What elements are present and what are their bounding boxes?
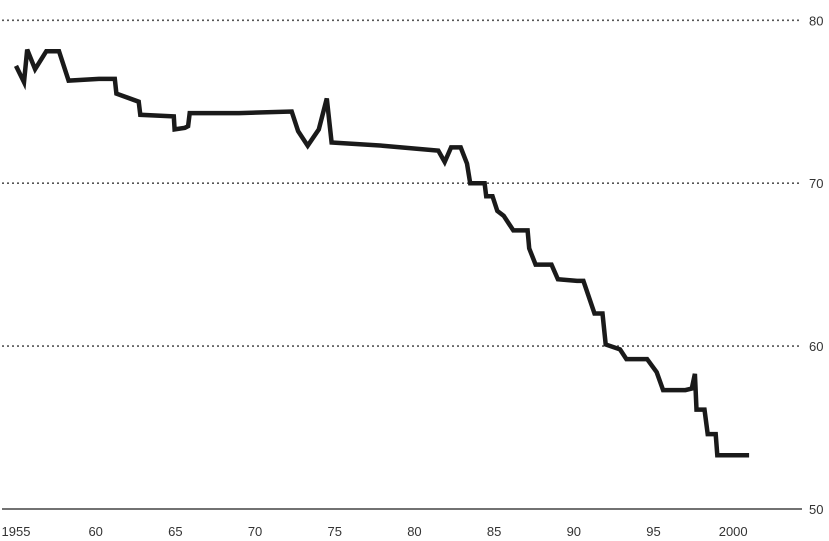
x-tick-label: 95 bbox=[646, 524, 660, 539]
x-tick-label: 75 bbox=[328, 524, 342, 539]
y-tick-label: 70 bbox=[809, 176, 823, 191]
x-tick-labels: 1955 60 65 70 75 80 85 90 95 2000 bbox=[2, 524, 748, 539]
y-tick-label: 80 bbox=[809, 13, 823, 28]
y-tick-label: 60 bbox=[809, 339, 823, 354]
x-tick-label: 80 bbox=[407, 524, 421, 539]
x-tick-label: 65 bbox=[168, 524, 182, 539]
grid-lines bbox=[2, 19, 802, 347]
series-lines bbox=[13, 48, 750, 458]
series-line bbox=[13, 48, 750, 458]
x-tick-label: 1955 bbox=[2, 524, 31, 539]
x-tick-label: 70 bbox=[248, 524, 262, 539]
x-tick-label: 90 bbox=[567, 524, 581, 539]
y-tick-label: 50 bbox=[809, 502, 823, 517]
x-tick-label: 60 bbox=[88, 524, 102, 539]
x-tick-label: 2000 bbox=[719, 524, 748, 539]
y-tick-labels: 50 60 70 80 bbox=[809, 13, 823, 517]
x-tick-label: 85 bbox=[487, 524, 501, 539]
